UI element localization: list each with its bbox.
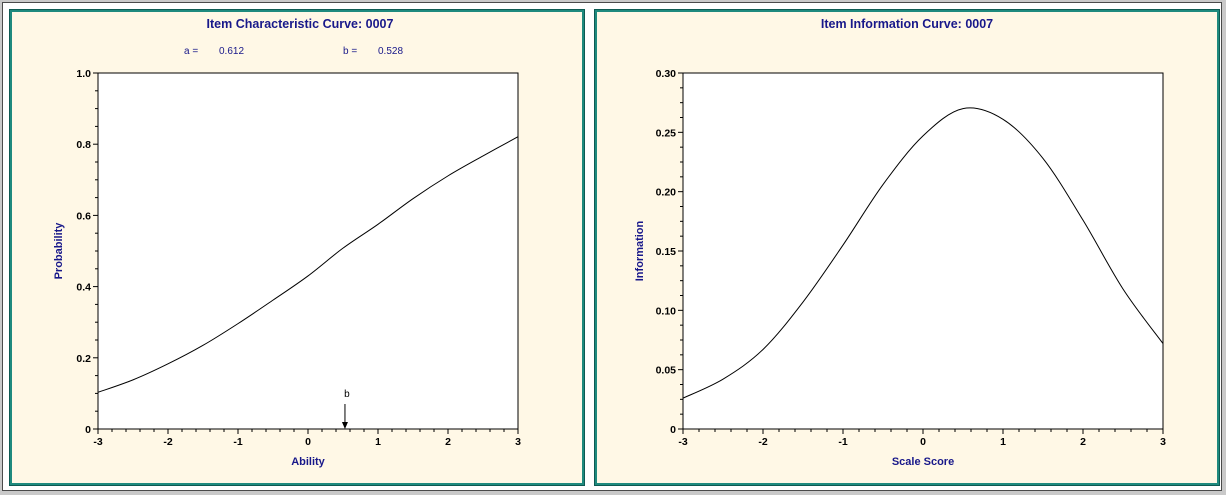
icc-y-tick-label: 0.4 [76,282,91,294]
icc-b-marker-label: b [344,389,350,400]
icc-y-tick-label: 0 [85,424,91,436]
iic-x-tick-label: 3 [1160,436,1166,448]
icc-curve-line [97,136,519,393]
iic-y-tick-label: 0.25 [656,127,677,139]
iic-x-axis-label: Scale Score [892,456,954,468]
iic-x-tick-label: 1 [1000,436,1006,448]
icc-param-b-value: 0.528 [378,46,403,57]
icc-chart-panel: Item Characteristic Curve: 0007 0 0.2 0.4 0.… [9,9,585,486]
icc-param-b-label: b = [343,46,357,57]
icc-x-tick-label: 1 [375,436,381,448]
iic-y-tick-label: 0.30 [656,68,677,80]
iic-y-tick-label: 0 [670,424,676,436]
icc-y-tick-label: 0.2 [76,353,91,365]
iic-chart-title: Item Information Curve: 0007 [821,17,993,31]
iic-y-tick-label: 0.10 [656,305,677,317]
iic-x-tick-label: 2 [1080,436,1086,448]
iic-x-tick-label: 0 [920,436,926,448]
icc-x-tick-label: 2 [445,436,451,448]
iic-y-axis-label: Information [634,220,646,281]
iic-x-tick-label: -1 [838,436,847,448]
icc-x-tick-label: 0 [305,436,311,448]
icc-x-tick-label: -2 [163,436,172,448]
iic-curve-line [682,107,1164,399]
icc-param-a-label: a = [184,46,198,57]
icc-y-tick-label: 0.6 [76,210,91,222]
iic-x-tick-label: -2 [758,436,767,448]
icc-plot-area [97,72,519,430]
icc-x-axis-label: Ability [291,456,325,468]
iic-chart: Item Information Curve: 0007 0 0.05 0.10 0.1… [634,17,1166,468]
iic-y-tick-label: 0.20 [656,187,677,199]
iic-y-tick-label: 0.05 [656,365,677,377]
icc-b-marker-arrowhead [341,422,348,429]
icc-chart: Item Characteristic Curve: 0007 0 0.2 0.4 0.… [53,17,521,468]
icc-chart-title: Item Characteristic Curve: 0007 [207,17,394,31]
iic-chart-panel: Item Information Curve: 0007 0 0.05 0.10 0.1… [594,9,1220,486]
icc-y-tick-label: 0.8 [76,139,91,151]
iic-y-tick-label: 0.15 [656,246,677,258]
icc-x-tick-label: -3 [93,436,102,448]
icc-y-tick-label: 1.0 [76,68,91,80]
icc-x-tick-label: 3 [515,436,521,448]
icc-y-axis-label: Probability [53,222,65,280]
iic-plot-area [682,72,1164,430]
iic-x-tick-label: -3 [678,436,687,448]
icc-x-tick-label: -1 [233,436,242,448]
icc-param-a-value: 0.612 [219,46,244,57]
